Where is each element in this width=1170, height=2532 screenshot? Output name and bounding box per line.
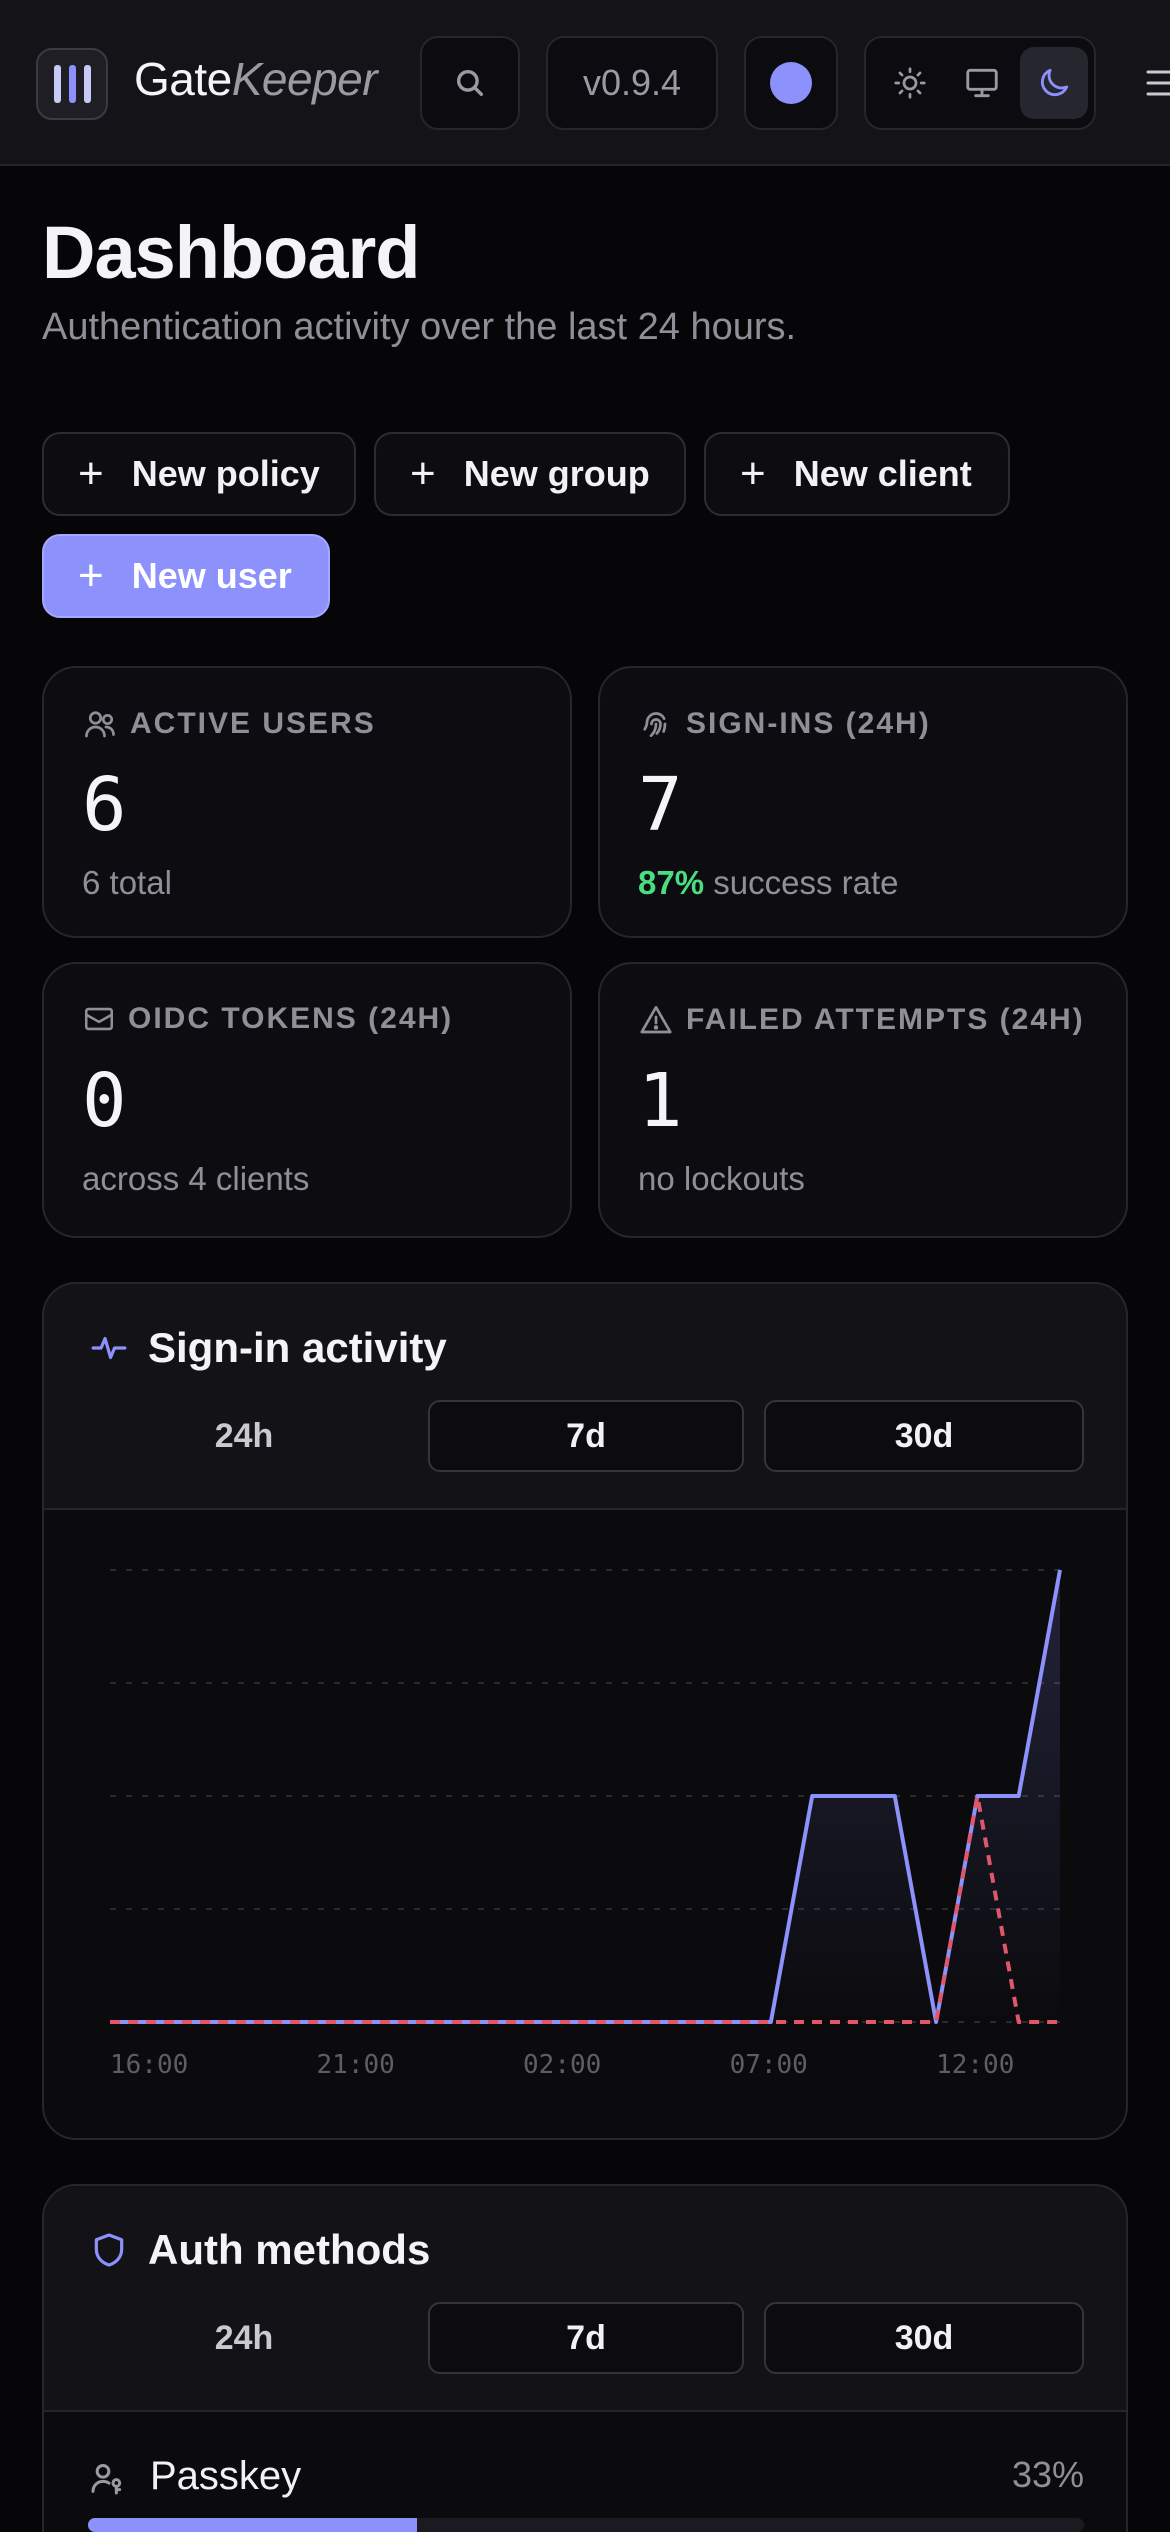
sign-in-activity-title: Sign-in activity bbox=[148, 1324, 447, 1371]
warning-icon bbox=[640, 1005, 672, 1034]
user-key-icon bbox=[91, 2464, 122, 2495]
theme-switcher bbox=[864, 36, 1096, 130]
chart-x-tick-label: 02:00 bbox=[523, 2050, 602, 2080]
chart-line-series-1 bbox=[110, 1794, 1060, 2024]
theme-system-button[interactable] bbox=[948, 47, 1016, 119]
auth-method-percent: 33% bbox=[1011, 2454, 1084, 2495]
menu-button[interactable] bbox=[1146, 64, 1170, 107]
range-24h-button[interactable]: 24h bbox=[214, 1416, 274, 1455]
stat-card-oidc-tokens: OIDC TOKENS (24H) 0 across 4 clients bbox=[42, 962, 572, 1238]
stat-label: ACTIVE USERS bbox=[82, 706, 376, 742]
top-bar: GateKeeper v0.9.4 bbox=[0, 0, 1170, 166]
page-title: Dashboard bbox=[42, 211, 421, 294]
panel-header: Sign-in activity 24h 7d 30d bbox=[44, 1284, 1126, 1510]
menu-icon bbox=[1146, 70, 1170, 96]
logo-bar bbox=[68, 65, 76, 103]
new-policy-button[interactable]: + New policy bbox=[42, 432, 356, 516]
auth-method-label: Passkey bbox=[150, 2454, 302, 2498]
range-30d-button[interactable]: 30d bbox=[764, 2302, 1084, 2374]
users-icon bbox=[85, 711, 115, 738]
plus-icon: + bbox=[740, 449, 766, 498]
auth-method-bar bbox=[88, 2518, 1084, 2532]
panel-header: Auth methods 24h 7d 30d bbox=[44, 2186, 1126, 2412]
monitor-icon bbox=[966, 68, 998, 98]
ticket-icon bbox=[84, 1007, 114, 1031]
range-7d-button[interactable]: 7d bbox=[428, 2302, 744, 2374]
sign-ins-value: 7 bbox=[638, 762, 683, 848]
stat-card-active-users: ACTIVE USERS 6 6 total bbox=[42, 666, 572, 938]
stat-label: SIGN-INS (24H) bbox=[638, 706, 931, 742]
new-client-label: New client bbox=[793, 453, 972, 494]
search-button[interactable] bbox=[420, 36, 520, 130]
oidc-tokens-value: 0 bbox=[82, 1058, 127, 1144]
status-dot bbox=[770, 62, 812, 104]
logo-bar bbox=[53, 65, 61, 103]
active-users-label: ACTIVE USERS bbox=[130, 707, 376, 740]
auth-methods-title: Auth methods bbox=[148, 2226, 431, 2273]
range-7d-button[interactable]: 7d bbox=[428, 1400, 744, 1472]
theme-light-button[interactable] bbox=[876, 47, 944, 119]
panel-title: Sign-in activity bbox=[90, 1324, 447, 1372]
sign-ins-label: SIGN-INS (24H) bbox=[686, 707, 931, 740]
brand-gate: Gate bbox=[134, 53, 232, 105]
shield-icon bbox=[94, 2233, 124, 2267]
status-button[interactable] bbox=[744, 36, 838, 130]
new-client-button[interactable]: + New client bbox=[704, 432, 1010, 516]
new-group-label: New group bbox=[463, 453, 650, 494]
chart-x-tick-label: 12:00 bbox=[936, 2050, 1015, 2080]
oidc-tokens-label: OIDC TOKENS (24H) bbox=[128, 1002, 454, 1035]
success-rate-value: 87% bbox=[638, 864, 705, 901]
plus-icon: + bbox=[78, 551, 104, 600]
plus-icon: + bbox=[78, 449, 104, 498]
new-group-button[interactable]: + New group bbox=[374, 432, 686, 516]
new-user-label: New user bbox=[131, 555, 292, 596]
sun-icon bbox=[894, 67, 926, 99]
theme-dark-button[interactable] bbox=[1020, 47, 1088, 119]
logo-bar bbox=[83, 65, 91, 103]
stat-card-sign-ins: SIGN-INS (24H) 7 87% success rate bbox=[598, 666, 1128, 938]
stat-label: OIDC TOKENS (24H) bbox=[82, 1002, 453, 1036]
active-users-value: 6 bbox=[82, 762, 127, 848]
stat-label: FAILED ATTEMPTS (24H) bbox=[638, 1002, 1085, 1038]
active-users-foot: 6 total bbox=[82, 864, 172, 901]
search-icon bbox=[456, 69, 484, 97]
range-30d-button[interactable]: 30d bbox=[764, 1400, 1084, 1472]
new-policy-label: New policy bbox=[131, 453, 320, 494]
new-user-button[interactable]: + New user bbox=[42, 534, 330, 618]
success-rate-label: success rate bbox=[713, 864, 899, 901]
stat-card-failed-attempts: FAILED ATTEMPTS (24H) 1 no lockouts bbox=[598, 962, 1128, 1238]
activity-icon bbox=[91, 1336, 127, 1360]
app-logo[interactable] bbox=[36, 48, 108, 120]
version-badge[interactable]: v0.9.4 bbox=[546, 36, 718, 130]
moon-icon bbox=[1040, 68, 1069, 97]
page-subtitle: Authentication activity over the last 24… bbox=[42, 306, 797, 348]
sign-ins-foot: 87% success rate bbox=[638, 864, 898, 902]
auth-method-bar-fill bbox=[88, 2518, 417, 2532]
chart-x-tick-label: 21:00 bbox=[316, 2050, 395, 2080]
plus-icon: + bbox=[410, 449, 436, 498]
oidc-tokens-foot: across 4 clients bbox=[82, 1160, 310, 1197]
brand-keeper: Keeper bbox=[231, 53, 378, 105]
chart-x-tick-label: 16:00 bbox=[110, 2050, 189, 2080]
fingerprint-icon bbox=[643, 712, 667, 738]
brand-name: GateKeeper bbox=[134, 52, 378, 106]
failed-attempts-value: 1 bbox=[638, 1058, 683, 1144]
range-24h-button[interactable]: 24h bbox=[214, 2318, 274, 2357]
chart-x-tick-label: 07:00 bbox=[729, 2050, 808, 2080]
failed-attempts-foot: no lockouts bbox=[638, 1160, 805, 1197]
panel-title: Auth methods bbox=[90, 2226, 430, 2274]
sign-in-activity-chart bbox=[110, 1569, 1062, 2024]
failed-attempts-label: FAILED ATTEMPTS (24H) bbox=[686, 1003, 1085, 1036]
chart-area-series-0 bbox=[110, 1570, 1060, 2022]
auth-methods-panel: Auth methods 24h 7d 30d bbox=[42, 2184, 1128, 2532]
